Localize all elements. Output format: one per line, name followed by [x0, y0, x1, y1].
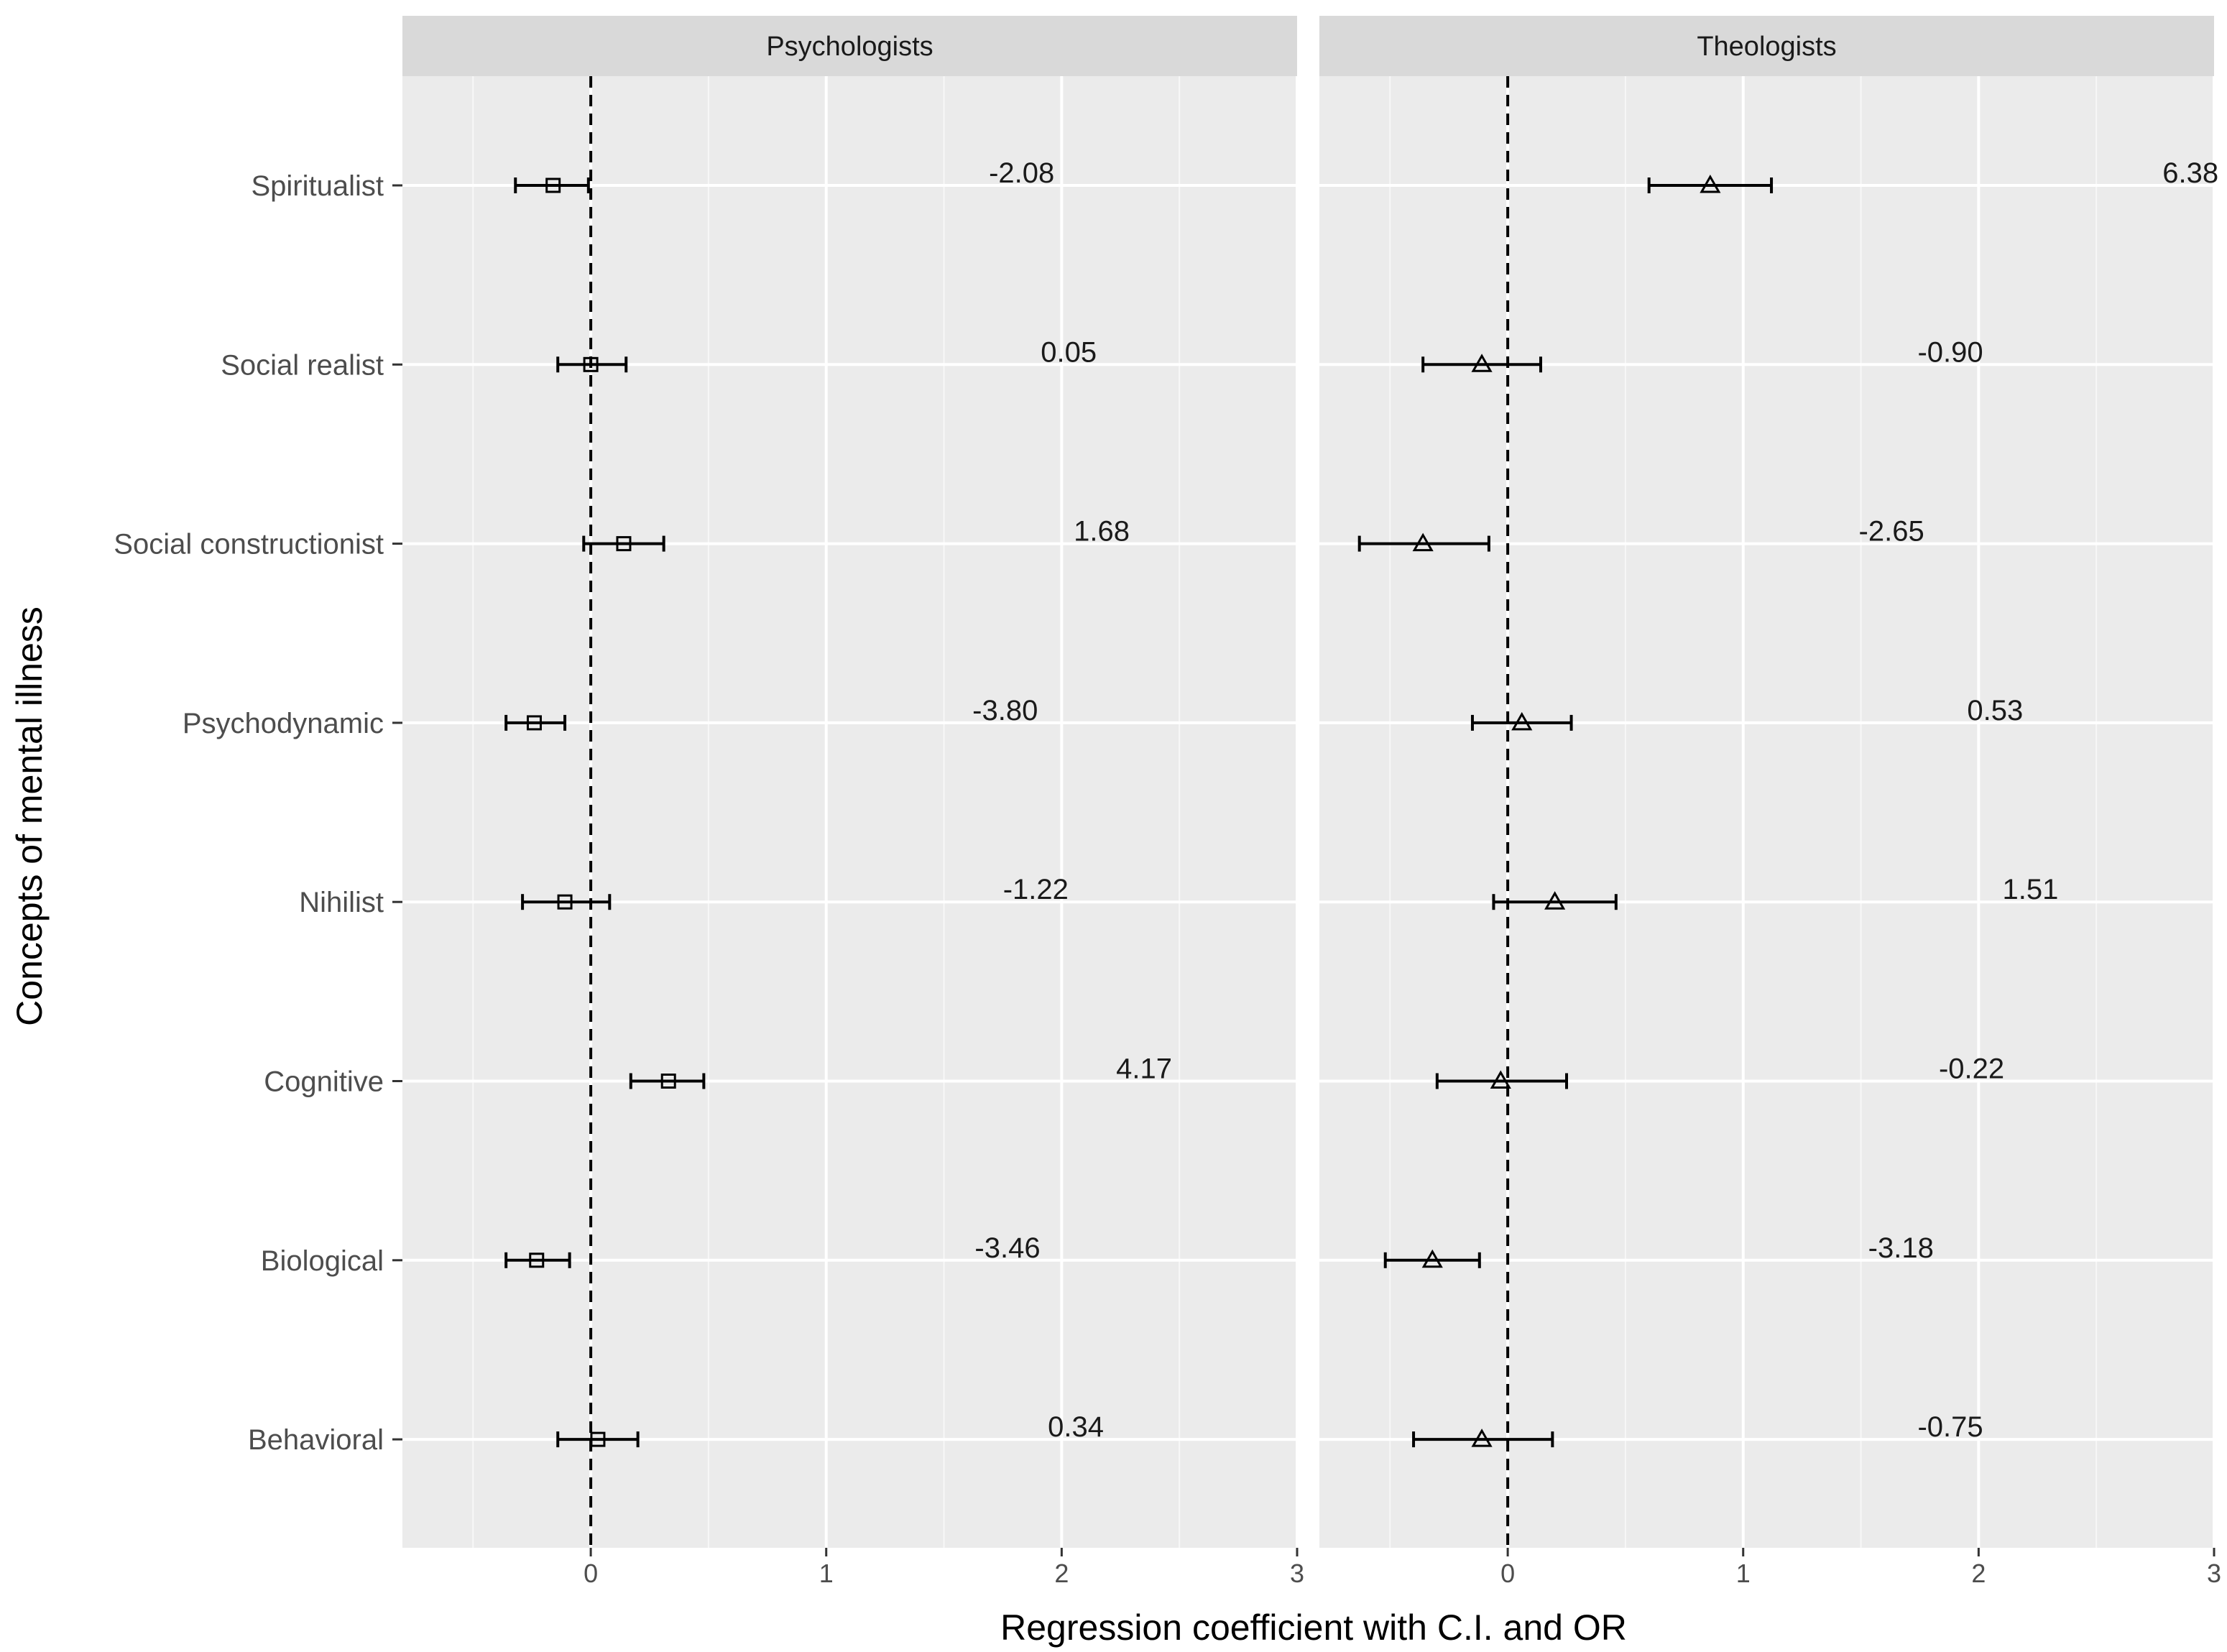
facet-strip — [402, 16, 1297, 76]
error-bar — [504, 714, 567, 731]
y-axis-title: Concepts of mental illness — [9, 606, 50, 1026]
error-bar — [504, 1252, 571, 1268]
or-label: -1.22 — [1003, 874, 1069, 905]
x-tick-label: 2 — [1971, 1559, 1986, 1588]
x-axis-title: Regression coefficient with C.I. and OR — [1000, 1607, 1627, 1648]
panels-layer: Psychologists -2.08 0.05 1.68 -3.80 -1.22 4.17… — [402, 16, 2221, 1588]
x-tick-label: 0 — [584, 1559, 598, 1588]
estimate-point — [660, 1074, 676, 1089]
panel-theologists: Theologists 6.38 -0.90 -2.65 0.53 1.51 -0.22 -3… — [1319, 16, 2221, 1588]
category-label: Cognitive — [264, 1066, 384, 1098]
error-bar — [1470, 714, 1573, 731]
estimate-point — [1412, 532, 1434, 552]
category-label: Psychodynamic — [183, 708, 384, 739]
category-label: Behavioral — [248, 1424, 384, 1456]
error-bar — [556, 356, 628, 373]
estimate-point — [529, 1252, 545, 1268]
error-bar — [629, 1073, 706, 1089]
estimate-point — [616, 536, 632, 552]
category-labels: Spiritualist Social realist Social constru… — [114, 170, 402, 1456]
estimate-point — [1421, 1249, 1443, 1268]
panel-background — [402, 76, 1297, 1548]
x-tick-label: 0 — [1500, 1559, 1515, 1588]
panel-background — [1319, 76, 2214, 1548]
x-tick-label: 3 — [1290, 1559, 1304, 1588]
error-bar — [514, 177, 590, 193]
error-bar — [521, 894, 612, 910]
estimate-point — [1471, 1429, 1493, 1447]
or-label: 0.34 — [1048, 1411, 1104, 1443]
or-label: 4.17 — [1116, 1053, 1172, 1085]
or-label: 1.51 — [2003, 874, 2059, 905]
error-bar — [1357, 535, 1490, 552]
or-label: -2.08 — [989, 157, 1054, 189]
estimate-point — [557, 894, 573, 910]
or-label: 0.05 — [1041, 336, 1097, 368]
estimate-point — [1700, 174, 1721, 193]
error-bar — [1412, 1431, 1554, 1448]
category-label: Nihilist — [299, 887, 384, 918]
x-tick-label: 2 — [1054, 1559, 1069, 1588]
or-label: -3.46 — [974, 1232, 1040, 1264]
error-bar — [1435, 1073, 1569, 1089]
x-tick-label: 3 — [2207, 1559, 2221, 1588]
error-bar — [1492, 894, 1618, 910]
estimate-point — [590, 1431, 606, 1447]
error-bar — [1421, 356, 1542, 373]
or-label: -2.65 — [1859, 516, 1924, 548]
error-bar — [1647, 177, 1774, 193]
x-tick-label: 1 — [819, 1559, 834, 1588]
or-label: -0.75 — [1917, 1411, 1983, 1443]
facet-strip-label: Psychologists — [766, 32, 933, 62]
or-label: -3.80 — [972, 695, 1038, 726]
or-label: -3.18 — [1868, 1232, 1934, 1264]
estimate-point — [1471, 354, 1493, 372]
or-label: -0.90 — [1917, 336, 1983, 368]
or-label: 0.53 — [1967, 695, 2023, 726]
estimate-point — [545, 177, 561, 193]
error-bar — [556, 1431, 640, 1448]
category-label: Biological — [261, 1245, 384, 1277]
or-label: 1.68 — [1074, 516, 1130, 548]
or-label: 6.38 — [2162, 157, 2218, 189]
facet-strip-label: Theologists — [1697, 32, 1836, 62]
facet-strip — [1319, 16, 2214, 76]
estimate-point — [1511, 711, 1533, 731]
category-label: Social constructionist — [114, 529, 384, 560]
or-label: -0.22 — [1939, 1053, 2004, 1085]
error-bar — [582, 535, 665, 552]
x-tick-label: 1 — [1736, 1559, 1751, 1588]
estimate-point — [1544, 891, 1566, 910]
category-label: Social realist — [221, 349, 384, 381]
estimate-point — [583, 356, 599, 372]
panel-psychologists: Psychologists -2.08 0.05 1.68 -3.80 -1.22 4.17… — [402, 16, 1304, 1588]
error-bar — [1383, 1252, 1481, 1268]
estimate-point — [1490, 1070, 1511, 1089]
estimate-point — [526, 715, 542, 731]
category-label: Spiritualist — [251, 170, 384, 202]
